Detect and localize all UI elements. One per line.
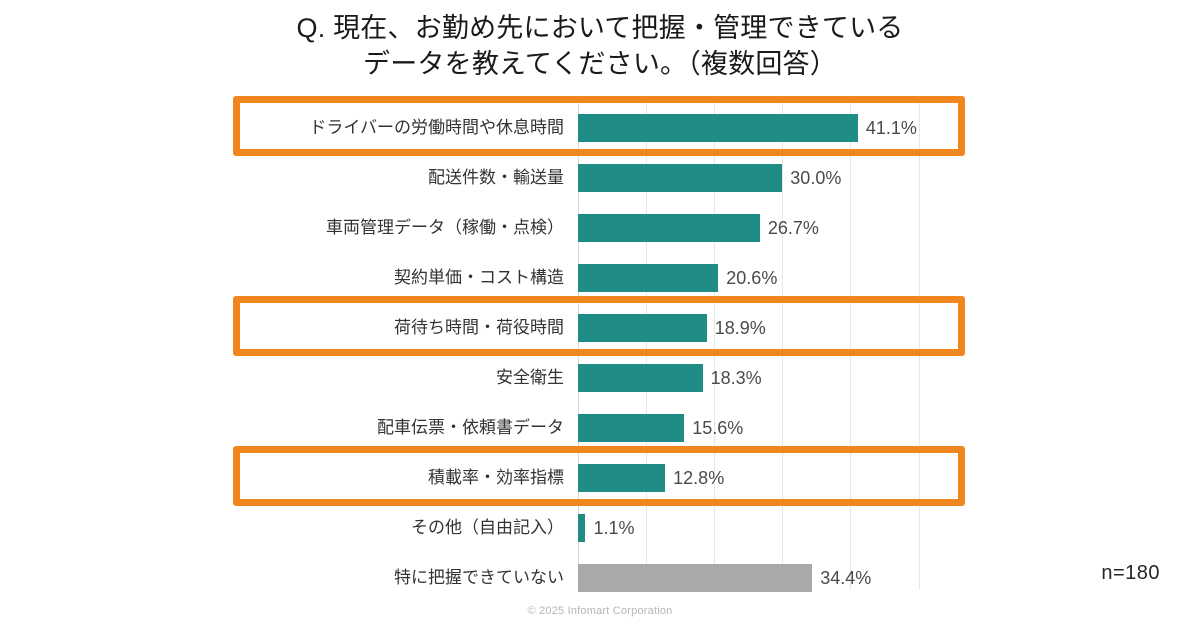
bar [578, 364, 703, 392]
bar [578, 164, 783, 192]
category-label: ドライバーの労働時間や休息時間 [309, 118, 564, 137]
bar [578, 314, 707, 342]
bar-row: 積載率・効率指標 12.8% [0, 453, 1200, 503]
bar-row: 配送件数・輸送量 30.0% [0, 153, 1200, 203]
bar-row: 車両管理データ（稼働・点検） 26.7% [0, 203, 1200, 253]
gridline-0 [578, 100, 579, 590]
bar-row: ドライバーの労働時間や休息時間 41.1% [0, 103, 1200, 153]
gridline-30 [782, 100, 784, 590]
bar [578, 564, 813, 592]
bar-value-label: 18.3% [710, 368, 762, 388]
bar-value-label: 30.0% [790, 168, 842, 188]
gridline-50 [918, 100, 920, 590]
bar-row: 特に把握できていない 34.4% [0, 553, 1200, 603]
bar-value-label: 1.1% [593, 518, 635, 538]
sample-size-annotation: n=180 [1101, 562, 1160, 584]
gridline-10 [646, 100, 648, 590]
bar-row: 契約単価・コスト構造 20.6% [0, 253, 1200, 303]
bar-value-label: 12.8% [673, 468, 725, 488]
bar-row: 安全衛生 18.3% [0, 353, 1200, 403]
bar-value-label: 18.9% [714, 318, 766, 338]
category-label: 安全衛生 [496, 368, 564, 387]
category-label: 契約単価・コスト構造 [394, 268, 564, 287]
page-title: Q. 現在、お勤め先において把握・管理できている データを教えてください。（複数… [296, 13, 904, 79]
bar [578, 214, 760, 242]
bar [578, 264, 719, 292]
bar-row: 配車伝票・依頼書データ 15.6% [0, 403, 1200, 453]
category-label: 配送件数・輸送量 [428, 168, 564, 187]
footer-credit: © 2025 Infomart Corporation [527, 605, 673, 617]
bar [578, 414, 685, 442]
bar-value-label: 34.4% [820, 568, 872, 588]
bar [578, 114, 858, 142]
bar-row: その他（自由記入） 1.1% [0, 503, 1200, 553]
category-label: その他（自由記入） [411, 518, 564, 537]
category-label: 荷待ち時間・荷役時間 [394, 318, 564, 337]
category-label: 積載率・効率指標 [428, 468, 564, 487]
gridline-40 [850, 100, 852, 590]
bar [578, 464, 666, 492]
category-label: 配車伝票・依頼書データ [377, 418, 564, 437]
bar-row: 荷待ち時間・荷役時間 18.9% [0, 303, 1200, 353]
category-label: 特に把握できていない [394, 568, 564, 587]
bar-value-label: 26.7% [767, 218, 819, 238]
bar-value-label: 20.6% [726, 268, 778, 288]
bar-value-label: 41.1% [865, 118, 917, 138]
bar [578, 514, 586, 542]
gridline-20 [714, 100, 716, 590]
category-label: 車両管理データ（稼働・点検） [326, 218, 564, 237]
bar-value-label: 15.6% [692, 418, 744, 438]
